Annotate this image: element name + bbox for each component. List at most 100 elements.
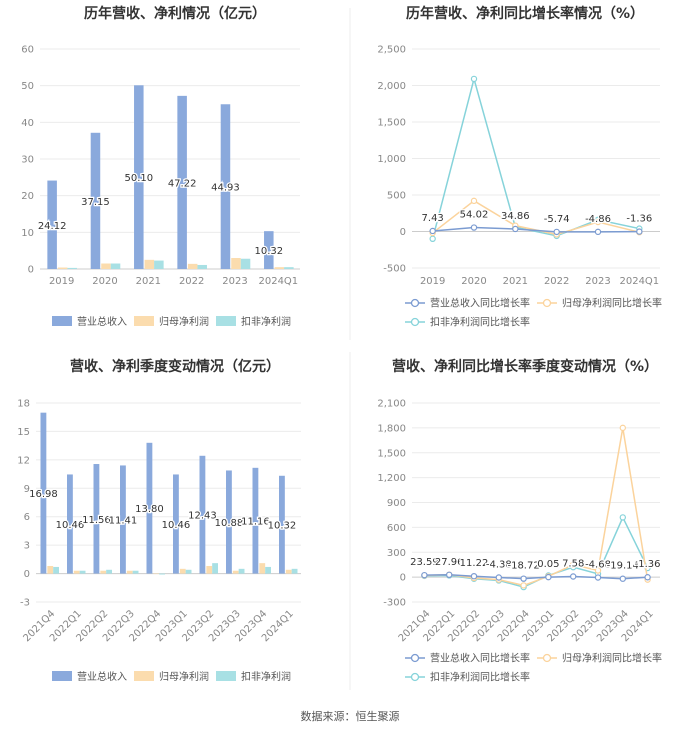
x-tick-label: 2024Q1 [258, 276, 298, 287]
data-label: 10.46 [162, 520, 191, 531]
x-tick-label: 2023 [585, 276, 610, 287]
y-tick-label: 30 [21, 155, 34, 166]
bar [101, 263, 111, 269]
bar [120, 465, 126, 574]
bar [252, 467, 259, 574]
legend-swatch [134, 316, 154, 326]
data-label: 12.43 [188, 511, 217, 522]
data-label: 27.96 [435, 557, 464, 568]
legend-marker [410, 317, 420, 327]
data-point [619, 424, 627, 432]
data-label: 50.10 [124, 173, 153, 184]
data-label: 47.22 [168, 178, 197, 189]
legend-label: 归母净利润 [159, 670, 209, 683]
data-label: 10.88 [215, 518, 244, 529]
legend-marker [410, 653, 420, 663]
y-tick-label: 1,000 [377, 154, 406, 165]
legend-label: 扣非净利润 [241, 670, 291, 683]
y-tick-label: 1,500 [377, 448, 406, 459]
bar [274, 267, 285, 269]
bar [285, 569, 292, 574]
bar [279, 475, 285, 574]
data-label: 54.02 [460, 210, 489, 221]
y-tick-label: -300 [383, 598, 406, 609]
data-point [553, 228, 560, 236]
y-tick-label: 3 [24, 541, 30, 552]
y-tick-label: 600 [387, 523, 406, 534]
x-tick-label: 2024Q1 [619, 276, 659, 287]
y-tick-label: 1,800 [377, 423, 406, 434]
legend-marker [542, 298, 552, 308]
y-tick-label: 12 [17, 455, 30, 466]
series-line [424, 574, 648, 580]
bar [284, 267, 294, 269]
bar [154, 260, 164, 269]
x-tick-label: 2023 [222, 276, 247, 287]
bar [173, 474, 179, 574]
data-label: 24.12 [38, 221, 67, 232]
data-point [636, 228, 643, 235]
y-tick-label: 9 [24, 484, 30, 495]
data-label: 10.32 [268, 521, 297, 532]
y-tick-label: 2,500 [377, 45, 406, 56]
data-label: -19.14 [607, 561, 639, 572]
data-point [470, 572, 478, 580]
bar [144, 259, 155, 269]
data-point [594, 218, 602, 226]
data-label: -1.36 [626, 214, 652, 225]
legend-swatch [134, 671, 154, 681]
y-tick-label: 300 [387, 548, 406, 559]
series-line [424, 427, 649, 587]
bar [126, 570, 133, 574]
data-point [570, 573, 577, 580]
bar [179, 568, 186, 574]
bar [100, 570, 107, 574]
bar [110, 263, 121, 269]
series-line [431, 76, 640, 239]
data-label: 0.05 [537, 559, 559, 570]
y-tick-label: 2,100 [377, 399, 406, 410]
legend-swatch [52, 671, 72, 681]
y-tick-label: 500 [387, 191, 406, 202]
legend-swatch [216, 671, 236, 681]
legend-label: 营业总收入 [77, 670, 127, 683]
legend-label: 归母净利润同比增长率 [562, 297, 662, 310]
bar [90, 132, 101, 269]
x-tick-label: 2021 [503, 276, 528, 287]
bar [231, 258, 241, 269]
bar [240, 258, 251, 269]
legend-label: 扣非净利润同比增长率 [430, 671, 530, 684]
bar [159, 573, 165, 575]
bar [199, 455, 206, 574]
data-point [619, 514, 627, 521]
chart-title: 营收、净利同比增长率季度变动情况（%） [392, 358, 658, 375]
legend-label: 扣非净利润同比增长率 [430, 316, 530, 329]
data-point [421, 571, 428, 579]
chart-title: 营收、净利季度变动情况（亿元） [70, 358, 280, 375]
series-line [432, 226, 640, 233]
legend-swatch [216, 316, 236, 326]
data-point [495, 574, 502, 581]
data-point [512, 225, 519, 233]
data-label: 23.59 [410, 557, 439, 568]
y-tick-label: 0 [24, 569, 30, 580]
legend-swatch [52, 316, 72, 326]
legend-label: 营业总收入同比增长率 [430, 297, 530, 310]
data-label: -4.68 [585, 560, 611, 571]
legend-marker [542, 653, 552, 663]
y-tick-label: -500 [383, 264, 406, 275]
bar [53, 566, 59, 574]
y-tick-label: 18 [17, 399, 30, 410]
legend-label: 营业总收入 [77, 315, 127, 328]
bar [291, 568, 298, 574]
data-point [429, 235, 436, 242]
bar [197, 264, 207, 269]
data-label: 37.15 [81, 197, 110, 208]
data-label: 11.56 [82, 515, 111, 526]
bar [106, 569, 112, 574]
bar [226, 470, 232, 574]
bar [232, 570, 239, 574]
x-tick-label: 2020 [92, 276, 117, 287]
legend-label: 扣非净利润 [241, 315, 291, 328]
